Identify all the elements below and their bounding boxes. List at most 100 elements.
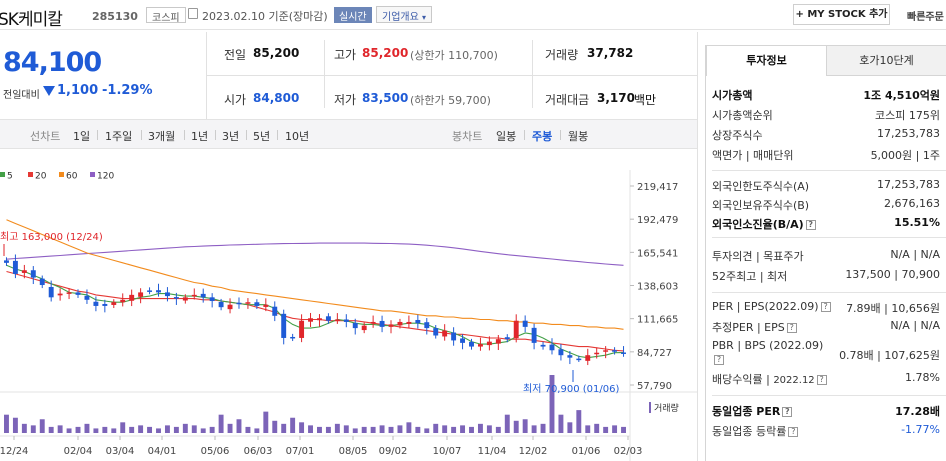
candle-daily[interactable]: 일봉: [496, 130, 517, 143]
volume-bar: [415, 426, 421, 433]
candle-body: [209, 297, 215, 302]
candle-body: [370, 321, 376, 324]
x-tick-label: 07/01: [286, 446, 315, 457]
per-eps-label: PER | EPS(2022.09)?: [712, 300, 831, 313]
candle-body: [129, 294, 135, 301]
volume-bar: [594, 423, 600, 433]
help-icon[interactable]: ?: [820, 302, 831, 312]
period-5y[interactable]: 5년: [253, 130, 271, 143]
volume-bar: [4, 414, 9, 433]
invest-row-value: 17,253,783: [877, 127, 940, 140]
period-1d[interactable]: 1일: [73, 130, 91, 143]
volume-bar: [442, 425, 448, 433]
chart-background: [0, 170, 630, 395]
invest-row: 시가총액 1조 4,510억원: [712, 87, 946, 106]
volume-bar: [576, 410, 582, 433]
x-tick-label: 08/05: [339, 446, 368, 457]
open-label: 시가: [224, 93, 247, 107]
plus-icon: +: [795, 9, 804, 20]
invest-row-value: 5,000원 | 1주: [870, 149, 940, 162]
period-bar: 선차트 1일 1주일 3개월 1년 3년 5년 10년 봉차트 일봉 주봉 월봉: [0, 119, 697, 149]
candle-body: [477, 344, 483, 347]
candle-body: [621, 352, 626, 354]
invest-row-value: 17,253,783: [877, 178, 940, 191]
help-icon[interactable]: ?: [788, 427, 799, 437]
volume-bar: [147, 426, 153, 433]
x-tick-label: 05/06: [201, 446, 230, 457]
volume-bar: [156, 428, 161, 433]
candle-body: [164, 292, 170, 297]
candle-body: [513, 320, 519, 339]
candle-body: [451, 332, 457, 341]
period-3y[interactable]: 3년: [222, 130, 240, 143]
candle-body: [66, 292, 72, 294]
stock-chart[interactable]: 5 20 60 120 219,417 192,479 165,541 138,603 111…: [0, 170, 697, 461]
help-icon[interactable]: ?: [714, 355, 724, 365]
volume-bar: [540, 423, 546, 433]
tab-invest-info[interactable]: 투자정보: [706, 45, 827, 76]
pbr-value: 0.78배 | 107,625원: [839, 349, 940, 362]
candle-body: [156, 290, 161, 293]
candle-body: [111, 302, 117, 305]
period-1y[interactable]: 1년: [191, 130, 209, 143]
stock-header: SK케미칼 285130 코스피 2023.02.10 기준(장마감) 실시간 …: [0, 0, 946, 30]
period-3m[interactable]: 3개월: [148, 130, 176, 143]
candle-body: [147, 290, 153, 292]
invest-row-value: 15.51%: [894, 216, 940, 229]
help-icon[interactable]: ?: [816, 375, 827, 385]
divider: [206, 75, 697, 76]
divider: [712, 170, 946, 171]
company-overview-dropdown[interactable]: 기업개요 ▾: [376, 6, 433, 23]
volume-bar: [21, 423, 27, 433]
candle-body: [540, 344, 546, 347]
volume-bar: [263, 411, 269, 433]
industry-per-label-text: 동일업종 PER: [712, 405, 781, 418]
base-date: 2023.02.10 기준(장마감): [202, 10, 328, 23]
period-10y[interactable]: 10년: [285, 130, 310, 143]
high-value: 85,200: [362, 46, 409, 60]
help-icon[interactable]: ?: [805, 220, 816, 230]
x-tick-label: 10/07: [433, 446, 462, 457]
candle-body: [182, 297, 188, 301]
tab-orderbook[interactable]: 호가10단계: [826, 45, 946, 76]
volume-bar: [75, 426, 81, 433]
invest-row-label-text: 52주최고 | 최저: [712, 270, 788, 283]
realtime-button[interactable]: 실시간: [334, 7, 372, 23]
pbr-label: PBR | BPS (2022.09): [712, 339, 824, 352]
invest-row: 외국인한도주식수(A) 17,253,783: [712, 178, 946, 197]
mystock-add-button[interactable]: + MY STOCK 추가: [793, 4, 890, 25]
pbr-val: 0.78배: [839, 349, 874, 362]
candle-body: [361, 325, 367, 331]
amount-value: 3,170: [597, 91, 635, 105]
divider: [697, 32, 698, 461]
volume-bar: [129, 426, 135, 433]
volume-bar: [281, 423, 287, 433]
volume-bar: [317, 426, 322, 433]
candle-body: [245, 302, 251, 304]
volume-bar: [460, 425, 466, 433]
volume-bar: [66, 428, 72, 433]
prev-value: 85,200: [253, 46, 300, 60]
candle-body: [317, 318, 322, 321]
help-icon[interactable]: ?: [782, 407, 793, 417]
volume-bar: [227, 423, 233, 433]
candle-body: [299, 320, 305, 338]
stock-code: 285130: [92, 10, 138, 23]
x-tick-label: 12/24: [0, 446, 28, 457]
fast-order-button[interactable]: 빠른주문: [907, 12, 944, 23]
candle-body: [379, 320, 385, 327]
compare-label: 전일대비: [3, 90, 40, 101]
candle-monthly[interactable]: 월봉: [568, 130, 589, 143]
candle-weekly[interactable]: 주봉: [532, 130, 553, 143]
volume-bar: [48, 426, 54, 433]
candle-body: [352, 322, 358, 329]
candle-body: [75, 292, 81, 295]
volume-bar: [39, 419, 45, 433]
dividend-value: 1.78%: [905, 371, 940, 384]
volume-bar: [379, 425, 385, 433]
period-1w[interactable]: 1주일: [105, 130, 133, 143]
help-icon[interactable]: ?: [786, 323, 797, 333]
y-tick-label: 165,541: [637, 248, 678, 259]
x-tick-label: 12/02: [519, 446, 548, 457]
high-limit: (상한가 110,700): [410, 49, 498, 62]
